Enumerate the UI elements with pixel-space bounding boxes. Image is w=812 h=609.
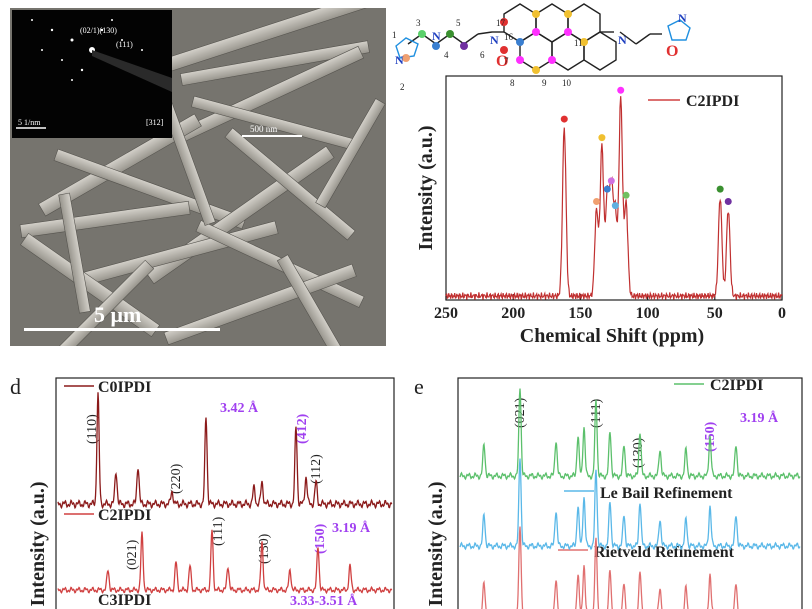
- nmr-peak-dot: [622, 191, 630, 199]
- xrd-d-frame: [55, 377, 395, 609]
- xrd-d-y-axis-label: Intensity (a.u.): [27, 481, 49, 606]
- panel-letter-e: e: [414, 374, 424, 399]
- saed-zone-axis: [312]: [146, 118, 164, 127]
- nmr-peak-dot: [617, 86, 625, 94]
- atom-number-label: 7: [504, 56, 509, 66]
- xrd-trace: [57, 529, 393, 595]
- nmr-peak-dot: [598, 134, 606, 142]
- nmr-chart: O O N N N N N 1 2 3 4 5 6 7 8 9 10 11 16…: [392, 3, 786, 347]
- nmr-spectrum: [445, 96, 783, 301]
- hkl-label: (412): [295, 413, 310, 444]
- sem-scale-label: 5 μm: [94, 302, 142, 327]
- xrd-trace: [459, 458, 801, 551]
- xrd-e-frame: [457, 377, 803, 609]
- series-name-rietveld: Rietveld Refinement: [594, 544, 735, 561]
- saed-ring-label-2: (111): [116, 40, 133, 49]
- sem-image: 5 μm 500 nm: [10, 8, 386, 346]
- structure-number-labels: 1 2 3 4 5 6 7 8 9 10 11 16 17: [392, 18, 583, 92]
- nmr-x-axis-label: Chemical Shift (ppm): [520, 325, 704, 347]
- nmr-plot-frame: [445, 75, 783, 301]
- xrd-trace: [481, 526, 739, 609]
- sem-rods-graphic: [10, 8, 386, 346]
- nmr-tick-label: 50: [707, 305, 723, 322]
- atom-number-label: 6: [480, 50, 485, 60]
- hkl-label: (130): [257, 533, 272, 564]
- nmr-tick-label: 100: [636, 305, 660, 322]
- atom-number-label: 10: [562, 78, 572, 88]
- nmr-trace: [445, 96, 783, 301]
- series-name-lebail: Le Bail Refinement: [600, 485, 733, 502]
- atom-number-label: 2: [400, 82, 405, 92]
- nmr-ticks: 250 200 150 100 50 0: [434, 294, 786, 322]
- nitrogen-label-1: N: [490, 33, 499, 47]
- spacing-c2: 3.19 Å: [332, 520, 371, 536]
- nmr-tick-label: 250: [434, 305, 458, 322]
- nmr-peak-dot: [716, 185, 724, 193]
- saed-scale-label: 5 1/nm: [18, 118, 41, 127]
- nitrogen-label-3: N: [395, 53, 404, 67]
- xrd-panel-d: d Intensity (a.u.) C0IPDI C2IPDI C3IPDI …: [0, 364, 404, 609]
- xrd-trace: [459, 388, 801, 481]
- xrd-panel-e: e Intensity (a.u.) C2IPDI Le Bail Refine…: [404, 364, 812, 609]
- series-name-c0ipdi: C0IPDI: [98, 379, 151, 396]
- hkl-label: (111): [211, 516, 226, 546]
- hkl-label: (021): [125, 539, 140, 570]
- atom-number-label: 4: [444, 50, 449, 60]
- series-name-c2ipdi: C2IPDI: [98, 507, 151, 524]
- atom-number-label: 5: [456, 18, 461, 28]
- nmr-peak-dot: [607, 177, 615, 185]
- nmr-peak-dot: [560, 115, 568, 123]
- saed-pattern: [12, 10, 172, 138]
- atom-number-label: 16: [504, 32, 514, 42]
- hkl-label: (110): [85, 414, 100, 444]
- nmr-peak-dot: [593, 197, 601, 205]
- hkl-label: (220): [169, 463, 184, 494]
- saed-inset: (02/1)(130) (111) 5 1/nm [312]: [12, 10, 172, 138]
- spacing-c3: 3.33-3.51 Å: [290, 593, 358, 609]
- nmr-tick-label: 200: [501, 305, 525, 322]
- panel-letter-d: d: [10, 374, 21, 399]
- nmr-peak-dot: [724, 197, 732, 205]
- xrd-e-traces: [459, 388, 801, 609]
- nmr-peak-dots: [560, 86, 732, 210]
- nitrogen-label-4: N: [432, 29, 441, 43]
- xrd-trace: [57, 392, 393, 510]
- xrd-d-traces: [57, 392, 393, 595]
- xrd-e-y-axis-label: Intensity (a.u.): [425, 481, 447, 606]
- atom-number-label: 8: [510, 78, 515, 88]
- structure-atoms: [402, 10, 588, 74]
- nmr-panel: O O N N N N N 1 2 3 4 5 6 7 8 9 10 11 16…: [392, 0, 812, 360]
- nmr-tick-label: 150: [568, 305, 592, 322]
- atom-number-label: 9: [542, 78, 547, 88]
- saed-ring-label-1: (02/1)(130): [80, 26, 117, 35]
- atom-number-label: 1: [392, 30, 397, 40]
- atom-number-label: 17: [496, 18, 506, 28]
- oxygen-label-2: O: [666, 43, 678, 60]
- nmr-tick-label: 0: [778, 305, 786, 322]
- spacing-c0: 3.42 Å: [220, 400, 259, 416]
- xrd-chart-e: e Intensity (a.u.) C2IPDI Le Bail Refine…: [414, 374, 803, 609]
- nmr-legend-label: C2IPDI: [686, 93, 739, 110]
- nmr-y-axis-label: Intensity (a.u.): [415, 125, 437, 250]
- series-name-c3ipdi: C3IPDI: [98, 592, 151, 609]
- nitrogen-label-2: N: [618, 33, 627, 47]
- spacing-e: 3.19 Å: [740, 410, 779, 426]
- hkl-label: (112): [309, 454, 324, 484]
- xrd-chart-d: d Intensity (a.u.) C0IPDI C2IPDI C3IPDI …: [10, 374, 395, 609]
- nmr-peak-dot: [611, 202, 619, 210]
- nmr-peak-dot: [603, 185, 611, 193]
- nitrogen-label-5: N: [678, 11, 687, 25]
- atom-number-label: 11: [574, 38, 583, 48]
- oxygen-label-1: O: [496, 53, 508, 70]
- series-name-c2ipdi-e: C2IPDI: [710, 377, 763, 394]
- atom-number-label: 3: [416, 18, 421, 28]
- hkl-label: (150): [313, 523, 328, 554]
- sem-mid-scale-label: 500 nm: [250, 124, 278, 134]
